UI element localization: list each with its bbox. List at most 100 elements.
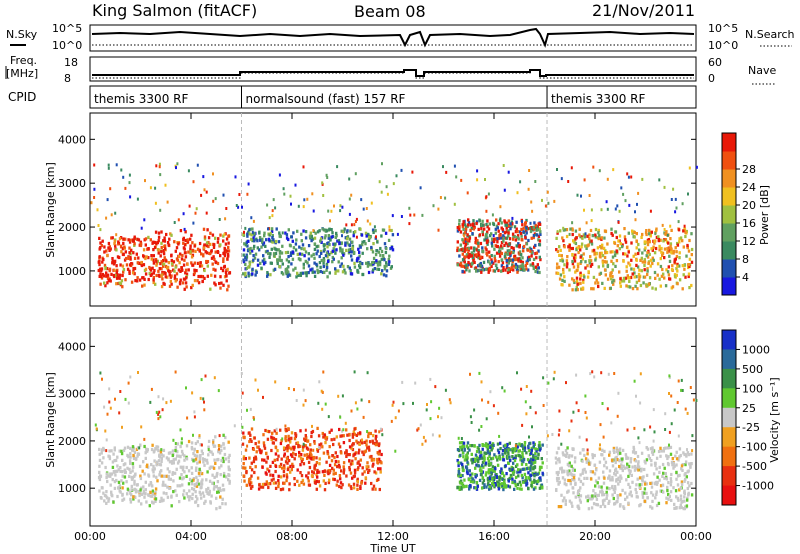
range-cell xyxy=(268,252,272,256)
range-cell xyxy=(303,198,306,202)
range-cell xyxy=(624,453,628,457)
range-cell xyxy=(312,455,316,460)
range-cell xyxy=(493,269,497,273)
range-cell xyxy=(556,458,559,462)
range-cell xyxy=(490,443,494,447)
range-cell xyxy=(132,267,135,271)
range-cell xyxy=(376,267,379,271)
range-cell xyxy=(635,239,638,243)
range-cell xyxy=(516,191,519,195)
range-cell xyxy=(499,205,502,209)
range-cell xyxy=(484,451,488,455)
range-cell xyxy=(181,253,184,258)
range-cell xyxy=(182,238,185,242)
range-cell xyxy=(331,454,334,458)
range-cell xyxy=(602,493,606,497)
range-cell xyxy=(378,457,381,461)
range-cell xyxy=(214,268,217,272)
range-cell xyxy=(167,261,171,265)
range-cell xyxy=(669,244,672,248)
range-cell xyxy=(667,265,670,269)
range-cell xyxy=(266,437,270,441)
range-cell xyxy=(605,466,609,470)
range-cell xyxy=(367,232,370,236)
range-cell xyxy=(677,458,680,462)
range-cell xyxy=(647,261,650,265)
range-cell xyxy=(556,479,559,483)
range-cell xyxy=(355,235,358,239)
range-cell xyxy=(557,446,560,450)
range-cell xyxy=(547,381,550,385)
range-cell xyxy=(615,235,618,240)
range-cell xyxy=(247,271,250,275)
range-cell xyxy=(627,175,630,179)
range-cell xyxy=(530,462,533,466)
range-cell xyxy=(348,266,351,270)
range-cell xyxy=(560,442,563,446)
range-cell xyxy=(104,284,107,288)
range-cell xyxy=(521,450,524,455)
range-cell xyxy=(176,285,179,289)
range-cell xyxy=(581,468,585,472)
range-cell xyxy=(159,173,162,177)
range-cell xyxy=(221,502,224,506)
range-cell xyxy=(462,445,465,449)
range-cell xyxy=(555,271,558,275)
range-cell xyxy=(287,260,291,264)
range-cell xyxy=(651,286,654,290)
range-cell xyxy=(516,371,518,375)
range-cell xyxy=(338,242,341,246)
range-cell xyxy=(219,473,222,477)
range-cell xyxy=(666,248,670,253)
nave-tick-bottom: 0 xyxy=(708,72,715,85)
range-cell xyxy=(302,462,306,466)
range-cell xyxy=(147,277,150,282)
range-cell xyxy=(274,247,277,251)
range-cell xyxy=(168,470,171,474)
range-cell xyxy=(132,495,135,499)
range-cell xyxy=(210,249,213,253)
range-cell xyxy=(133,482,136,486)
range-cell xyxy=(561,278,564,282)
range-cell xyxy=(532,480,536,484)
range-cell xyxy=(560,493,563,497)
range-cell xyxy=(608,450,612,454)
range-cell xyxy=(215,496,218,500)
range-cell xyxy=(160,274,163,278)
range-cell xyxy=(201,457,204,461)
range-cell xyxy=(650,230,653,234)
range-cell xyxy=(606,177,609,181)
range-cell xyxy=(678,251,681,255)
range-cell xyxy=(424,439,427,443)
range-cell xyxy=(622,252,625,256)
range-cell xyxy=(333,455,336,460)
range-cell xyxy=(216,490,219,494)
range-cell xyxy=(108,400,111,404)
range-cell xyxy=(643,263,646,268)
range-cell xyxy=(98,489,101,493)
range-cell xyxy=(675,273,678,277)
range-cell xyxy=(204,499,207,503)
range-cell xyxy=(302,229,305,233)
range-cell xyxy=(521,238,524,242)
range-cell xyxy=(690,260,694,264)
range-cell xyxy=(511,471,515,475)
range-cell xyxy=(358,264,361,268)
colorbar-swatch xyxy=(722,330,736,350)
range-cell xyxy=(487,227,491,231)
range-cell xyxy=(681,389,684,392)
range-cell xyxy=(313,261,316,265)
range-cell xyxy=(581,482,585,486)
range-cell xyxy=(610,277,613,281)
range-cell xyxy=(453,202,456,206)
range-cell xyxy=(202,494,206,498)
range-cell xyxy=(208,466,211,470)
range-cell xyxy=(228,271,232,275)
range-cell xyxy=(331,249,334,253)
range-cell xyxy=(176,162,179,166)
range-cell xyxy=(591,470,595,474)
range-cell xyxy=(461,451,465,455)
range-cell xyxy=(283,481,286,485)
range-cell xyxy=(626,274,629,278)
range-cell xyxy=(653,239,656,243)
